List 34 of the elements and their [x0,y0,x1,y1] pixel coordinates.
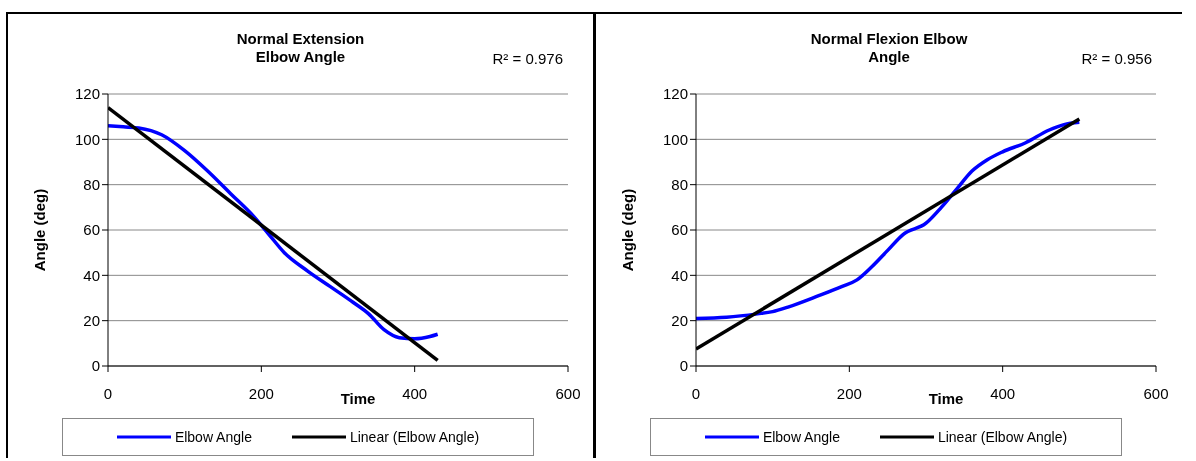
y-tick-label: 60 [83,221,100,239]
y-tick-label: 0 [679,357,688,375]
text: R² = 0.956 [1081,50,1152,67]
x-tick-label: 600 [555,384,581,402]
x-tick-label: 0 [691,384,701,402]
y-tick-label: 20 [83,311,100,329]
y-tick-label: 80 [83,175,100,193]
y-tick-label: 20 [671,311,688,329]
x-tick-label: 0 [103,384,113,402]
y-tick-label: 40 [671,266,688,284]
legend-label: Elbow Angle [174,429,252,445]
y-tick-label: 100 [662,130,688,148]
y-tick-label: 120 [74,85,100,103]
x-axis-title: Time [928,390,964,407]
y-axis-title: Angle (deg) [31,188,49,272]
x-tick-label: 600 [1143,384,1169,402]
y-axis-title: Angle (deg) [619,188,637,272]
y-tick-label: 40 [83,266,100,284]
y-tick-label: 60 [671,221,688,239]
text: R² = 0.976 [492,50,563,67]
y-tick-label: 80 [671,175,688,193]
legend-label: Linear (Elbow Angle) [937,429,1068,445]
x-tick-label: 400 [402,384,428,402]
legend-label: Elbow Angle [762,429,840,445]
y-tick-label: 0 [91,357,100,375]
legend-label: Linear (Elbow Angle) [349,429,480,445]
x-tick-label: 200 [836,384,862,402]
x-axis-title: Time [340,390,376,407]
x-tick-label: 400 [990,384,1016,402]
y-tick-label: 120 [662,85,688,103]
chart-title: Normal Extension Elbow Angle [235,30,366,66]
chart-title: Normal Flexion Elbow Angle [809,30,969,66]
x-tick-label: 200 [248,384,274,402]
y-tick-label: 100 [74,130,100,148]
